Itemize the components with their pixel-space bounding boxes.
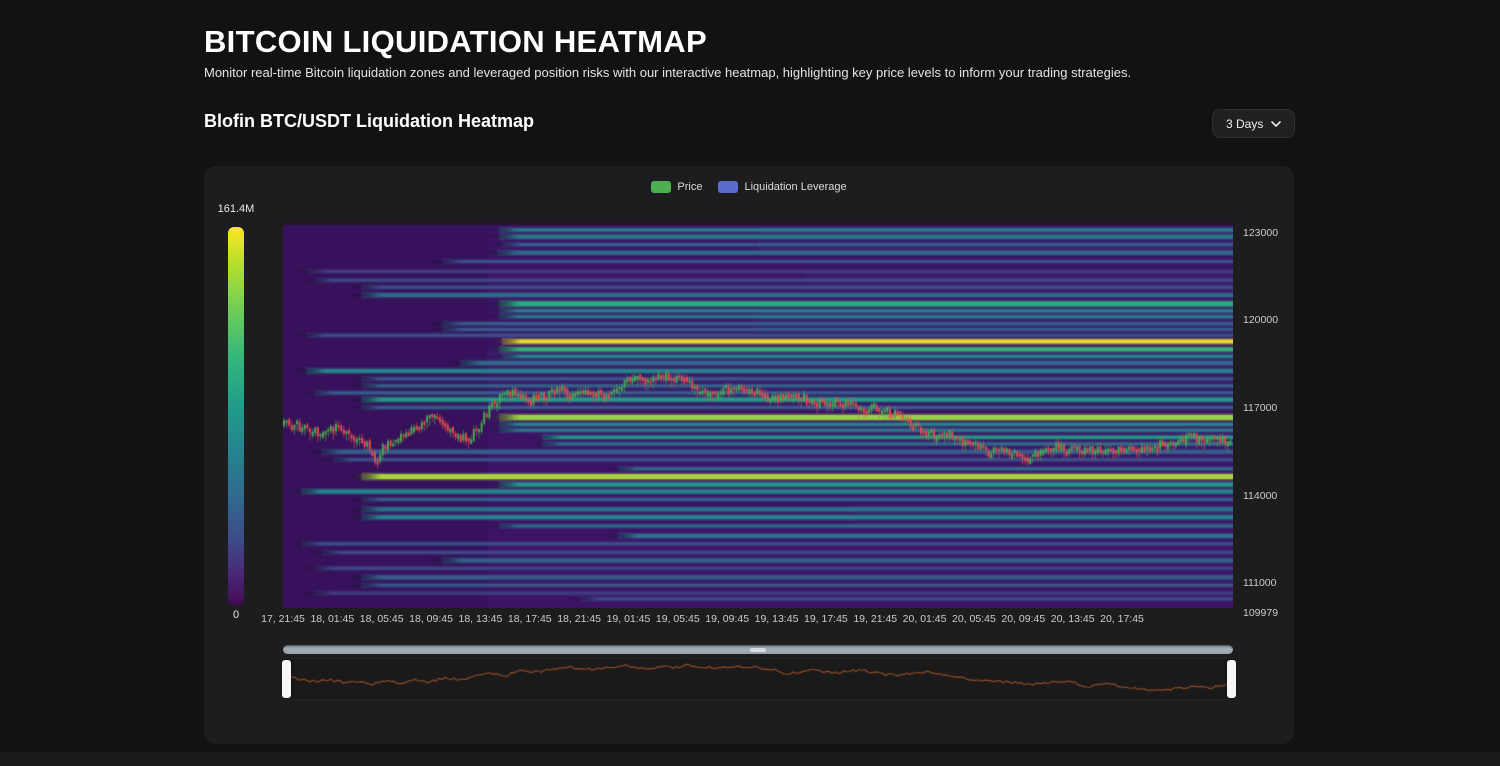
colorbar-min-label: 0 [232,609,240,621]
page-subtitle: Monitor real-time Bitcoin liquidation zo… [204,65,1132,80]
y-axis-tick: 123000 [1243,226,1279,239]
legend-swatch [651,181,672,193]
page-title: BITCOIN LIQUIDATION HEATMAP [204,24,707,59]
legend-swatch [718,181,739,193]
x-axis-tick: 18, 13:45 [458,613,503,625]
y-axis-tick: 120000 [1243,314,1279,327]
x-axis-tick: 19, 05:45 [655,613,700,625]
y-axis-tick: 111000 [1243,577,1277,590]
y-axis-tick: 109979 [1243,607,1279,619]
x-axis-tick: 19, 21:45 [853,613,898,625]
x-axis-tick: 18, 21:45 [557,613,602,625]
x-axis-tick: 19, 01:45 [606,613,651,625]
y-axis-tick: 117000 [1243,402,1278,415]
legend-label: Price [677,181,703,193]
x-axis-tick: 20, 05:45 [952,613,996,625]
y-axis: 123000 120000 117000 114000 111000 109979 [1243,222,1293,619]
colorbar [228,227,244,605]
y-axis-tick: 114000 [1243,489,1278,502]
heatmap-plot-area[interactable] [283,222,1233,608]
x-axis-tick: 19, 17:45 [803,613,848,625]
chart-panel: Price Liquidation Leverage 161.4M 0 17, 2… [204,166,1294,744]
x-axis: 17, 21:45 18, 01:45 18, 05:45 18, 09:45 18, … [261,613,1233,627]
section-title: Blofin BTC/USDT Liquidation Heatmap [204,111,534,131]
x-axis-tick: 20, 09:45 [1001,613,1046,625]
x-axis-tick: 20, 17:45 [1100,613,1144,625]
x-axis-tick: 18, 05:45 [359,613,404,625]
bottom-strip [0,752,1500,766]
horizontal-scrollbar[interactable] [283,645,1233,654]
legend-item-price[interactable]: Price [651,181,702,193]
x-axis-tick: 18, 17:45 [507,613,552,625]
x-axis-tick: 18, 09:45 [409,613,453,625]
navigator[interactable] [281,658,1237,700]
heatmap-canvas[interactable] [283,222,1233,608]
legend-item-liquidation-leverage[interactable]: Liquidation Leverage [718,181,847,193]
x-axis-tick: 20, 01:45 [902,613,947,625]
legend-label: Liquidation Leverage [744,181,847,193]
x-axis-tick: 19, 13:45 [754,613,799,625]
navigator-canvas[interactable] [283,660,1235,698]
x-axis-tick: 17, 21:45 [261,613,305,625]
range-selector-button[interactable]: 3 Days [1212,109,1296,138]
range-selector-label: 3 Days [1226,116,1264,131]
brush-handle-left[interactable] [282,660,291,698]
x-axis-tick: 20, 13:45 [1050,613,1095,625]
x-axis-tick: 19, 09:45 [705,613,750,625]
x-axis-tick: 18, 01:45 [310,613,355,625]
chevron-down-icon [1271,120,1282,127]
scrollbar-grip[interactable] [750,647,766,652]
colorbar-max-label: 161.4M [217,203,255,215]
chart-legend: Price Liquidation Leverage [204,181,1294,193]
brush-handle-right[interactable] [1227,660,1236,698]
